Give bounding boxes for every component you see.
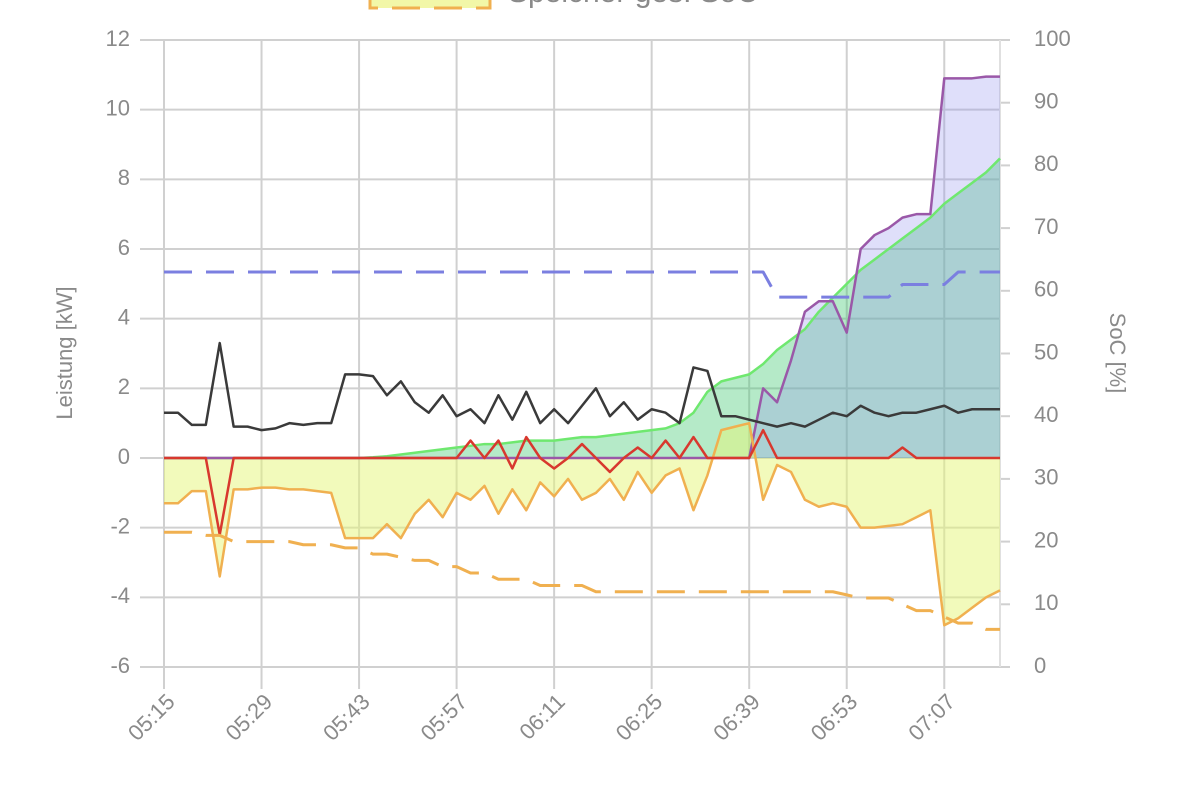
x-tick-label: 05:57 (416, 689, 473, 746)
x-tick-label: 05:29 (221, 689, 278, 746)
y-tick-label: 0 (118, 444, 130, 469)
dashed-line (164, 530, 1000, 631)
y2-axis-title: SoC [%] (1105, 313, 1130, 394)
x-tick-label: 06:39 (708, 689, 765, 746)
y-tick-label: 2 (118, 374, 130, 399)
y-tick-label: 4 (118, 304, 130, 329)
line (164, 428, 1000, 536)
legend-label: Speicher ges. SoC (508, 0, 758, 9)
dashed-line (164, 270, 1000, 299)
y-tick-label: -4 (110, 583, 130, 608)
area (164, 76, 1000, 458)
x-tick-label: 05:43 (318, 689, 375, 746)
y2-tick-label: 60 (1034, 277, 1058, 302)
y2-tick-label: 100 (1034, 26, 1071, 51)
line (164, 421, 1001, 627)
line (164, 341, 1000, 432)
y2-tick-label: 40 (1034, 402, 1058, 427)
y-tick-label: -2 (110, 513, 130, 538)
y-axis-title: Leistung [kW] (52, 286, 77, 419)
y-tick-label: 12 (106, 26, 130, 51)
x-tick-label: 06:25 (611, 689, 668, 746)
y2-tick-label: 90 (1034, 89, 1058, 114)
legend-swatch (368, 0, 492, 10)
y2-tick-label: 20 (1034, 527, 1058, 552)
x-tick-label: 06:11 (514, 689, 569, 744)
y-tick-label: 8 (118, 165, 130, 190)
y-tick-label: -6 (110, 653, 130, 678)
y2-tick-label: 80 (1034, 151, 1058, 176)
y2-tick-label: 10 (1034, 590, 1058, 615)
y2-tick-label: 30 (1034, 465, 1058, 490)
x-tick-label: 05:15 (123, 689, 180, 746)
y-tick-label: 10 (106, 95, 130, 120)
x-tick-label: 07:07 (903, 689, 960, 746)
x-tick-label: 06:53 (806, 689, 863, 746)
area (164, 423, 1000, 626)
y-tick-label: 6 (118, 235, 130, 260)
y2-tick-label: 50 (1034, 339, 1058, 364)
area (164, 158, 1000, 458)
y2-tick-label: 70 (1034, 214, 1058, 239)
y2-tick-label: 0 (1034, 653, 1046, 678)
